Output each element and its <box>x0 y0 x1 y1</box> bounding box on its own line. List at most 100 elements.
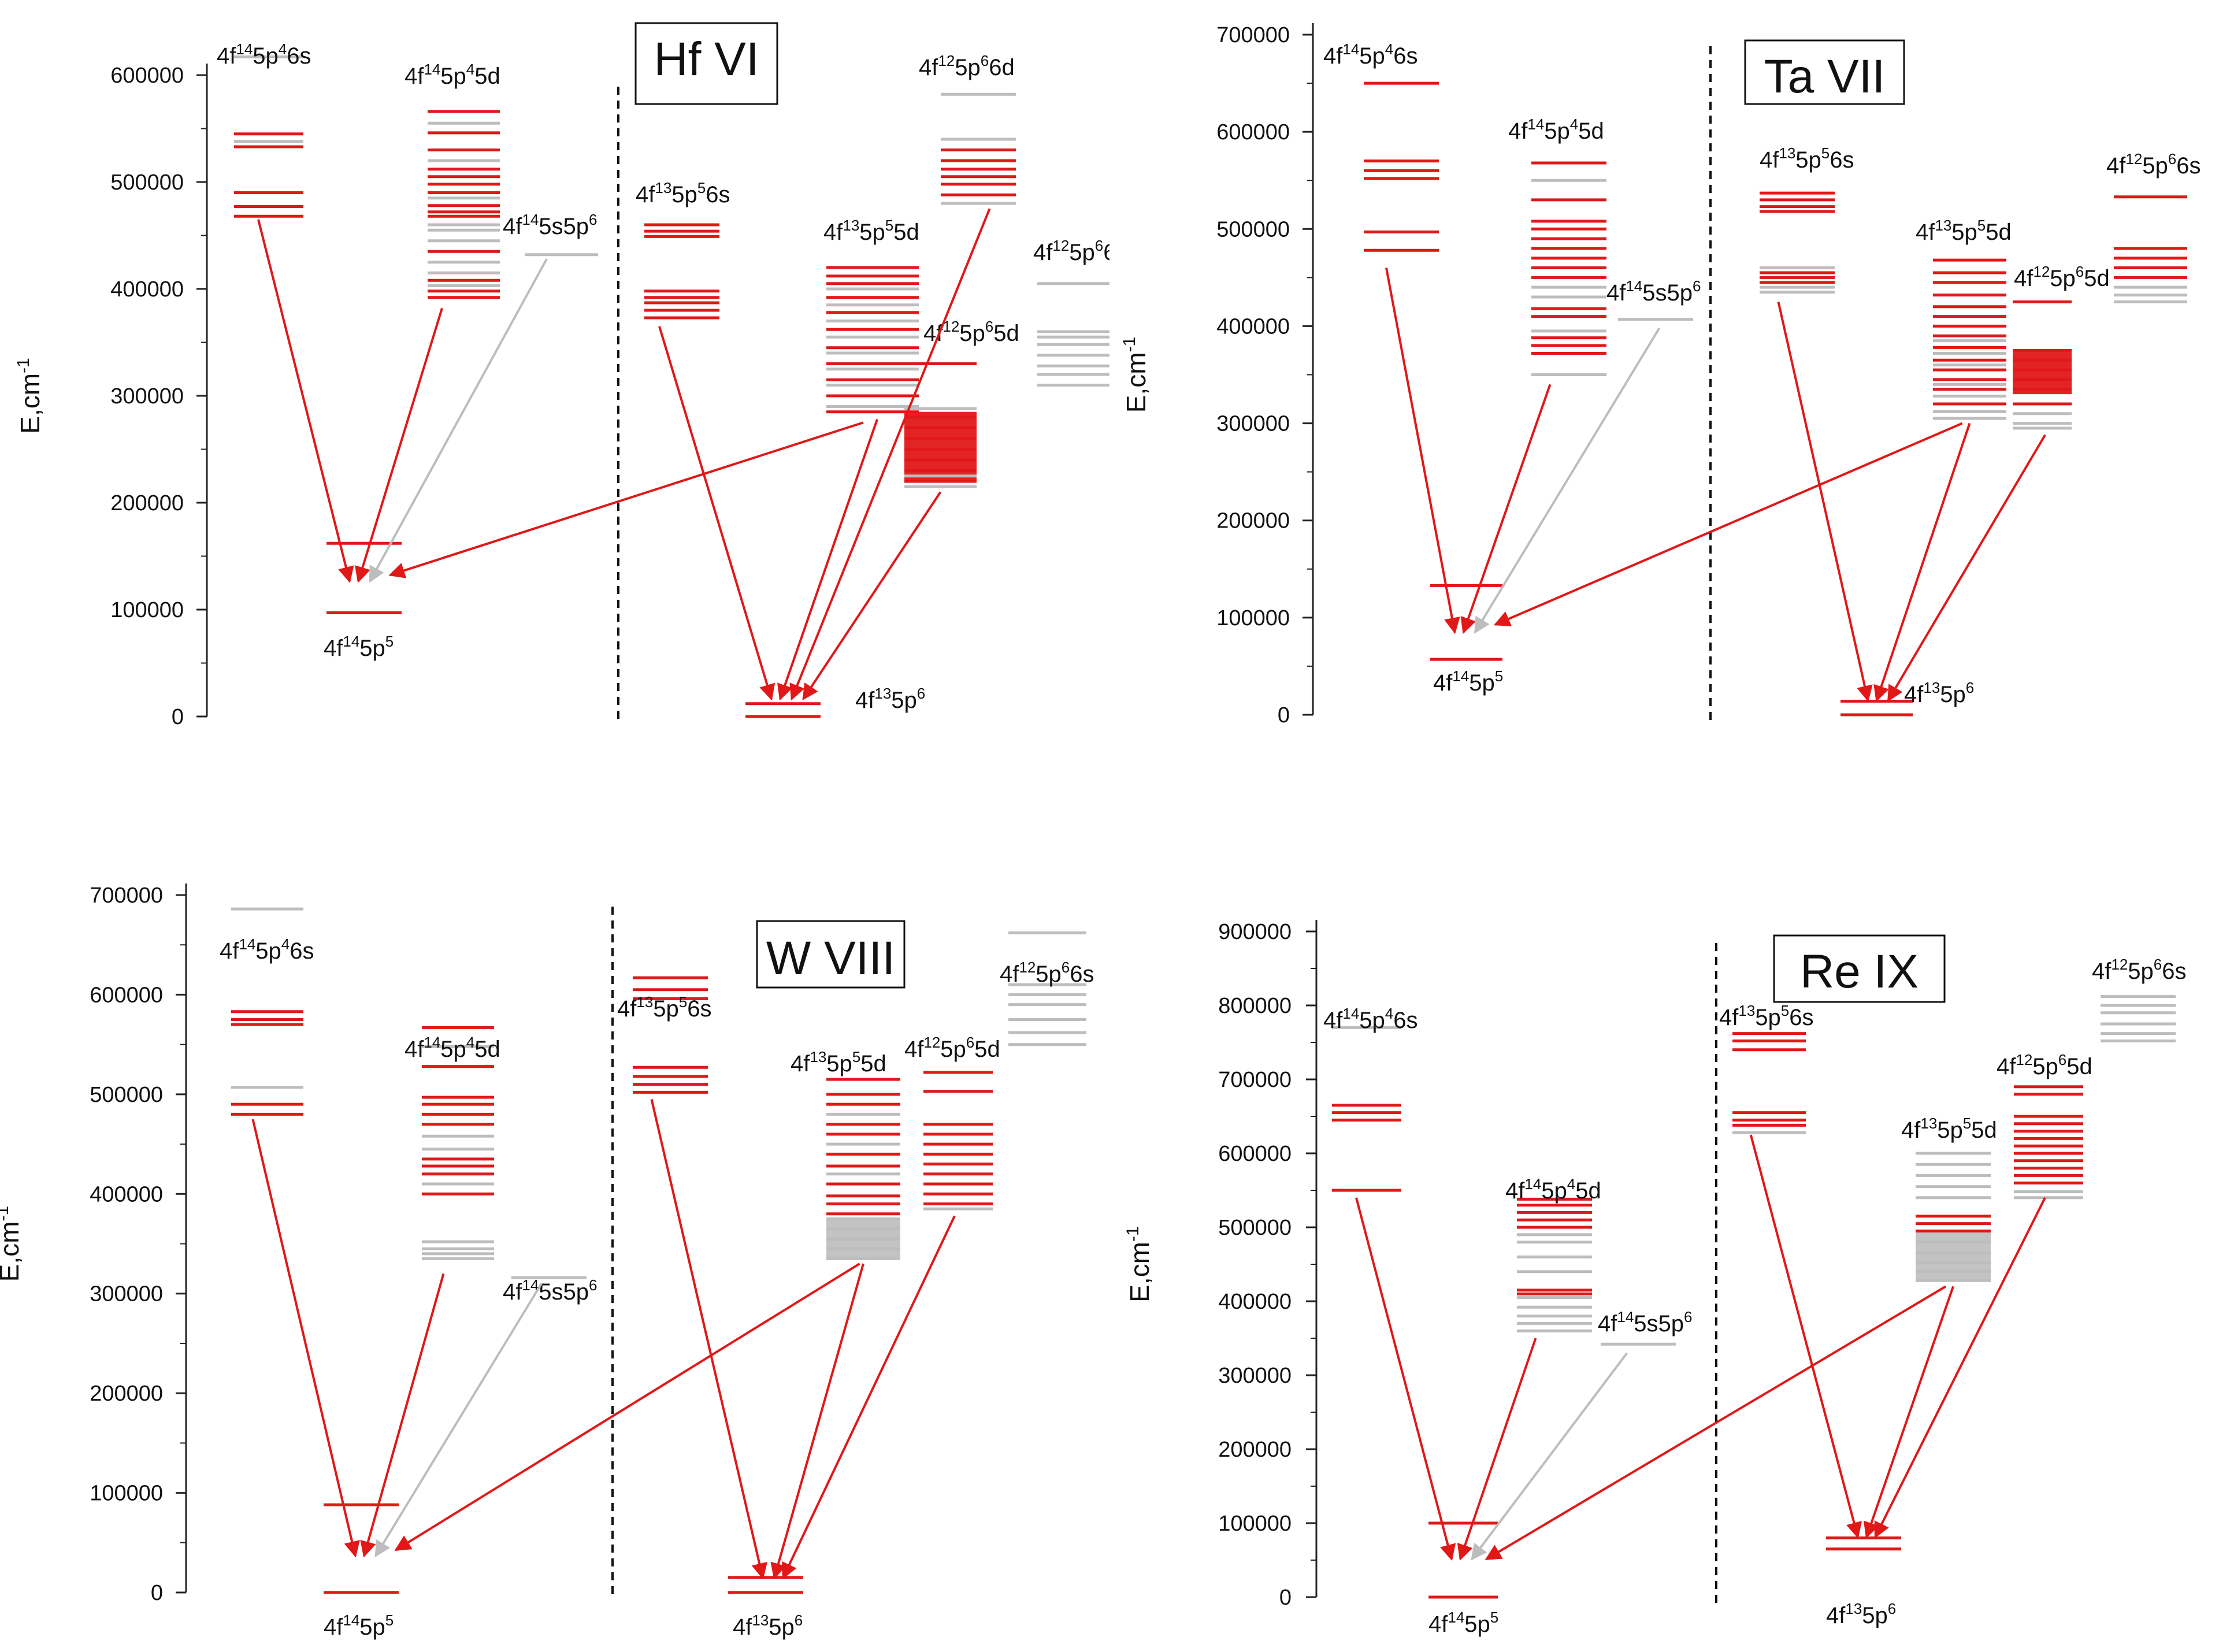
config-7: 4f125p66d <box>919 52 1016 205</box>
config-label: 4f125p66d <box>919 52 1015 80</box>
config-3: 4f145p5 <box>324 1503 399 1640</box>
config-6: 4f125p65d <box>1997 1051 2092 1200</box>
config-label: 4f135p56s <box>1760 144 1854 173</box>
ion-title: Ta VII <box>1764 50 1886 103</box>
config-6: 4f125p65d <box>904 1034 1000 1211</box>
ion-title-box <box>1773 934 1946 1003</box>
re-ix-diagram: 0 100000 200000 300000 400000 500000 600000 700… <box>1123 920 2187 1637</box>
config-label: 4f125p66s <box>1000 959 1094 987</box>
y-tick-label: 700000 <box>1218 1068 1292 1092</box>
transition-arrow <box>388 421 864 578</box>
y-tick-label: 0 <box>1279 1586 1292 1610</box>
config-8: 4f125p66s <box>1033 237 1110 387</box>
transition-arrow <box>658 326 775 701</box>
config-label: 4f125p66s <box>1033 237 1110 265</box>
y-tick-label: 300000 <box>110 384 184 409</box>
y-tick-label: 0 <box>151 1581 163 1605</box>
ion-title-box <box>634 22 778 105</box>
ion-title-box <box>756 920 906 989</box>
config-3: 4f145p5 <box>324 541 402 661</box>
transition-arrow <box>1457 1338 1537 1561</box>
transition-arrow <box>1485 1285 1947 1561</box>
y-tick-label: 500000 <box>110 170 184 195</box>
config-2: 4f145s5p6 <box>1606 277 1701 321</box>
config-0: 4f145p46s <box>220 907 314 1116</box>
config-0: 4f145p46s <box>1323 1005 1418 1192</box>
config-label: 4f125p66s <box>2106 150 2201 179</box>
config-6: 4f125p65d <box>904 318 1019 488</box>
transition-arrow <box>1864 1286 1954 1539</box>
y-tick-label: 100000 <box>90 1482 163 1506</box>
config-label: 4f145p5 <box>324 633 394 661</box>
config-label: 4f145p45d <box>405 1034 500 1062</box>
transition-arrow <box>1460 384 1552 634</box>
y-axis-label: E,cm-1 <box>0 1206 24 1282</box>
y-tick-label: 600000 <box>110 64 184 88</box>
hf-vi-diagram: 0 100000 200000 300000 400000 500000 600000 E,c… <box>14 22 1110 729</box>
config-2: 4f145s5p6 <box>503 211 598 257</box>
transition-arrow <box>1873 422 1971 702</box>
panel-ta-vii: 0 100000 200000 300000 400000 500000 600000 700… <box>1110 0 2219 826</box>
ion-title: Re IX <box>1800 945 1919 998</box>
config-label: 4f125p65d <box>1997 1051 2092 1079</box>
panel-re-ix: 0 100000 200000 300000 400000 500000 600000 700… <box>1110 826 2219 1651</box>
y-tick-label: 400000 <box>1216 314 1290 339</box>
y-tick-label: 600000 <box>90 983 163 1007</box>
transition-arrow <box>1385 268 1460 634</box>
y-tick-label: 700000 <box>90 883 163 908</box>
config-label: 4f135p56s <box>617 993 712 1022</box>
config-label: 4f135p6 <box>1826 1600 1896 1628</box>
y-tick-label: 400000 <box>90 1182 163 1206</box>
transition-arrow <box>777 419 878 701</box>
y-tick-label: 400000 <box>1218 1290 1292 1314</box>
config-label: 4f125p65d <box>2014 263 2110 291</box>
transition-arrow <box>355 307 443 583</box>
config-4: 4f135p56s <box>1760 144 1854 294</box>
y-tick-label: 0 <box>1278 703 1290 727</box>
transition-arrow <box>394 1263 860 1551</box>
y-tick-label: 300000 <box>90 1282 163 1306</box>
ion-title: W VIII <box>766 932 895 985</box>
y-tick-label: 500000 <box>90 1083 163 1107</box>
config-label: 4f135p55d <box>791 1048 886 1076</box>
y-tick-label: 300000 <box>1218 1364 1292 1388</box>
config-label: 4f135p6 <box>1904 679 1974 707</box>
config-label: 4f145p45d <box>405 61 500 89</box>
transition-arrow <box>1874 1197 2046 1539</box>
config-label: 4f135p56s <box>636 179 730 207</box>
config-label: 4f135p55d <box>1916 217 2012 245</box>
config-8: 4f135p6 <box>1840 679 1974 717</box>
y-tick-label: 900000 <box>1218 920 1292 944</box>
config-label: 4f145p46s <box>1323 40 1418 69</box>
transition-arrow <box>1749 1134 1862 1539</box>
config-1: 4f145p45d <box>1505 1175 1601 1332</box>
panel-w-viii: 0 100000 200000 300000 400000 500000 600000 700… <box>0 826 1110 1651</box>
ion-title: Hf VI <box>654 33 759 86</box>
y-tick-label: 100000 <box>1216 606 1290 630</box>
config-7: 4f125p66s <box>2106 150 2201 303</box>
transition-arrow <box>1474 327 1661 634</box>
config-label: 4f135p56s <box>1719 1002 1814 1030</box>
config-label: 4f145p5 <box>324 1612 394 1640</box>
config-label: 4f135p6 <box>733 1612 803 1640</box>
config-label: 4f145s5p6 <box>503 1276 598 1305</box>
w-viii-diagram: 0 100000 200000 300000 400000 500000 600000 700… <box>0 883 1094 1640</box>
config-1: 4f145p45d <box>405 61 500 299</box>
transition-arrow <box>251 1119 360 1558</box>
config-label: 4f145p5 <box>1433 667 1503 696</box>
config-3: 4f145p5 <box>1428 1521 1498 1637</box>
transition-arrow <box>257 219 354 584</box>
config-label: 4f145s5p6 <box>503 211 598 239</box>
config-5: 4f135p55d <box>791 1048 900 1260</box>
panel-hf-vi: 0 100000 200000 300000 400000 500000 600000 E,c… <box>0 0 1110 826</box>
transition-arrow <box>770 1263 864 1580</box>
transition-arrow <box>1471 1352 1628 1561</box>
ta-vii-diagram: 0 100000 200000 300000 400000 500000 600000 700… <box>1120 23 2201 727</box>
config-1: 4f145p45d <box>1508 116 1606 376</box>
y-axis-label: E,cm-1 <box>14 358 45 433</box>
config-2: 4f145s5p6 <box>503 1276 598 1305</box>
config-label: 4f145p45d <box>1508 116 1604 144</box>
y-tick-label: 100000 <box>1218 1512 1292 1536</box>
y-tick-label: 200000 <box>90 1382 163 1406</box>
transition-arrow <box>782 1215 956 1580</box>
